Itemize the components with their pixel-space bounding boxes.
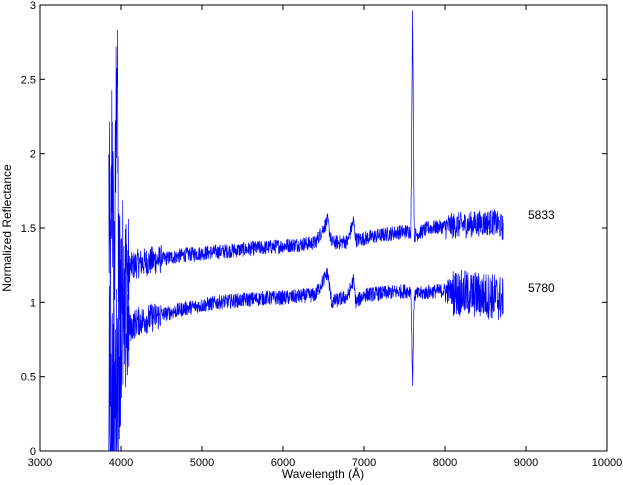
x-tick-label: 8000 [433, 457, 457, 469]
x-tick-label: 10000 [592, 457, 623, 469]
y-tick-label: 1 [30, 297, 36, 309]
series-label-5833: 5833 [528, 208, 555, 222]
y-axis-ticks: 0 0.5 1 1.5 2 2.5 3 [21, 0, 607, 458]
y-tick-label: 2.5 [21, 74, 36, 86]
series-line-5780 [108, 265, 504, 452]
y-axis-label: Normalized Reflectance [0, 164, 14, 292]
y-tick-label: 0.5 [21, 372, 36, 384]
x-tick-label: 3000 [28, 457, 52, 469]
y-tick-label: 2 [30, 149, 36, 161]
x-tick-label: 7000 [352, 457, 376, 469]
x-tick-label: 5000 [190, 457, 214, 469]
series-label-5780: 5780 [528, 281, 555, 295]
series-line-5833 [108, 10, 504, 407]
y-tick-label: 1.5 [21, 223, 36, 235]
series-labels: 5833 5780 [528, 208, 555, 295]
x-tick-label: 6000 [271, 457, 295, 469]
spectra-lines [108, 10, 504, 452]
x-axis-label: Wavelength (Å) [282, 466, 364, 481]
x-tick-label: 9000 [514, 457, 538, 469]
x-axis-ticks: 3000 4000 5000 6000 7000 8000 9000 10000 [28, 5, 623, 469]
x-tick-label: 4000 [109, 457, 133, 469]
y-tick-label: 0 [30, 446, 36, 458]
y-tick-label: 3 [30, 0, 36, 12]
